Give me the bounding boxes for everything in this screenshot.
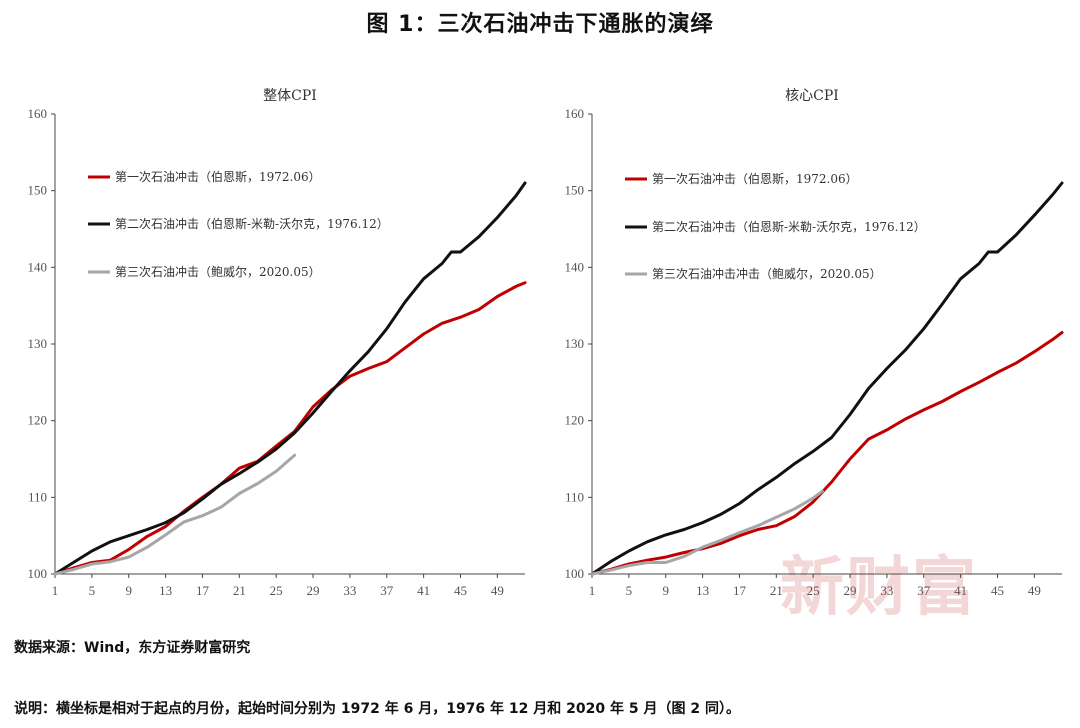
x-tick-label: 29 [307, 583, 320, 598]
legend-label-1: 第一次石油冲击（伯恩斯，1972.06） [652, 171, 858, 186]
y-tick-label: 130 [28, 336, 48, 351]
x-tick-label: 13 [159, 583, 172, 598]
legend-label-2: 第二次石油冲击（伯恩斯-米勒-沃尔克，1976.12） [115, 216, 389, 231]
x-tick-label: 41 [954, 583, 967, 598]
x-tick-label: 1 [589, 583, 596, 598]
charts-canvas: 整体CPI 100 110 120 130 140 150 160 1 5 9 13 17 21 25 29 3… [28, 88, 1064, 598]
x-tick-label: 49 [491, 583, 504, 598]
x-tick-label: 21 [770, 583, 783, 598]
chart-title: 核心CPI [785, 88, 839, 104]
y-tick-label: 100 [565, 566, 585, 581]
series-line-1 [53, 281, 527, 576]
x-tick-label: 5 [89, 583, 96, 598]
y-tick-label: 160 [565, 106, 585, 121]
x-tick-label: 9 [125, 583, 132, 598]
y-tick-label: 110 [28, 489, 47, 504]
legend-label-1: 第一次石油冲击（伯恩斯，1972.06） [115, 169, 321, 184]
x-tick-label: 33 [880, 583, 893, 598]
x-tick-label: 45 [991, 583, 1004, 598]
x-tick-label: 9 [662, 583, 669, 598]
y-tick-label: 120 [28, 413, 48, 428]
x-tick-label: 1 [52, 583, 59, 598]
x-tick-label: 41 [417, 583, 430, 598]
series-line-2 [53, 181, 527, 576]
legend-label-3: 第三次石油冲击冲击（鲍威尔，2020.05） [652, 266, 882, 281]
x-tick-label: 45 [454, 583, 467, 598]
x-tick-label: 29 [844, 583, 857, 598]
x-tick-label: 37 [380, 583, 394, 598]
y-tick-label: 160 [28, 106, 48, 121]
y-tick-label: 150 [28, 183, 48, 198]
series-line-3 [53, 453, 297, 576]
chart-title: 整体CPI [263, 88, 317, 104]
series-line-1 [590, 331, 1064, 576]
x-tick-label: 21 [233, 583, 246, 598]
x-tick-label: 37 [917, 583, 931, 598]
y-tick-label: 140 [565, 259, 585, 274]
y-tick-label: 140 [28, 259, 48, 274]
y-tick-label: 130 [565, 336, 585, 351]
y-tick-label: 150 [565, 183, 585, 198]
legend-label-2: 第二次石油冲击（伯恩斯-米勒-沃尔克，1976.12） [652, 219, 926, 234]
x-tick-label: 17 [196, 583, 210, 598]
y-tick-label: 100 [28, 566, 48, 581]
legend-label-3: 第三次石油冲击（鲍威尔，2020.05） [115, 264, 321, 279]
y-tick-label: 110 [565, 489, 584, 504]
x-tick-label: 25 [270, 583, 283, 598]
y-tick-label: 120 [565, 413, 585, 428]
x-tick-label: 17 [733, 583, 747, 598]
x-tick-label: 25 [807, 583, 820, 598]
explain-note: 说明：横坐标是相对于起点的月份，起始时间分别为 1972 年 6 月，1976 … [14, 701, 740, 717]
x-tick-label: 5 [626, 583, 633, 598]
x-tick-label: 33 [343, 583, 356, 598]
series-line-3 [590, 489, 824, 576]
source-note: 数据来源：Wind，东方证券财富研究 [14, 640, 251, 656]
x-tick-label: 49 [1028, 583, 1041, 598]
figure-title: 图 1：三次石油冲击下通胀的演绎 [366, 12, 714, 37]
watermark: 新财富 [780, 550, 978, 625]
series-line-2 [590, 181, 1064, 576]
x-tick-label: 13 [696, 583, 709, 598]
